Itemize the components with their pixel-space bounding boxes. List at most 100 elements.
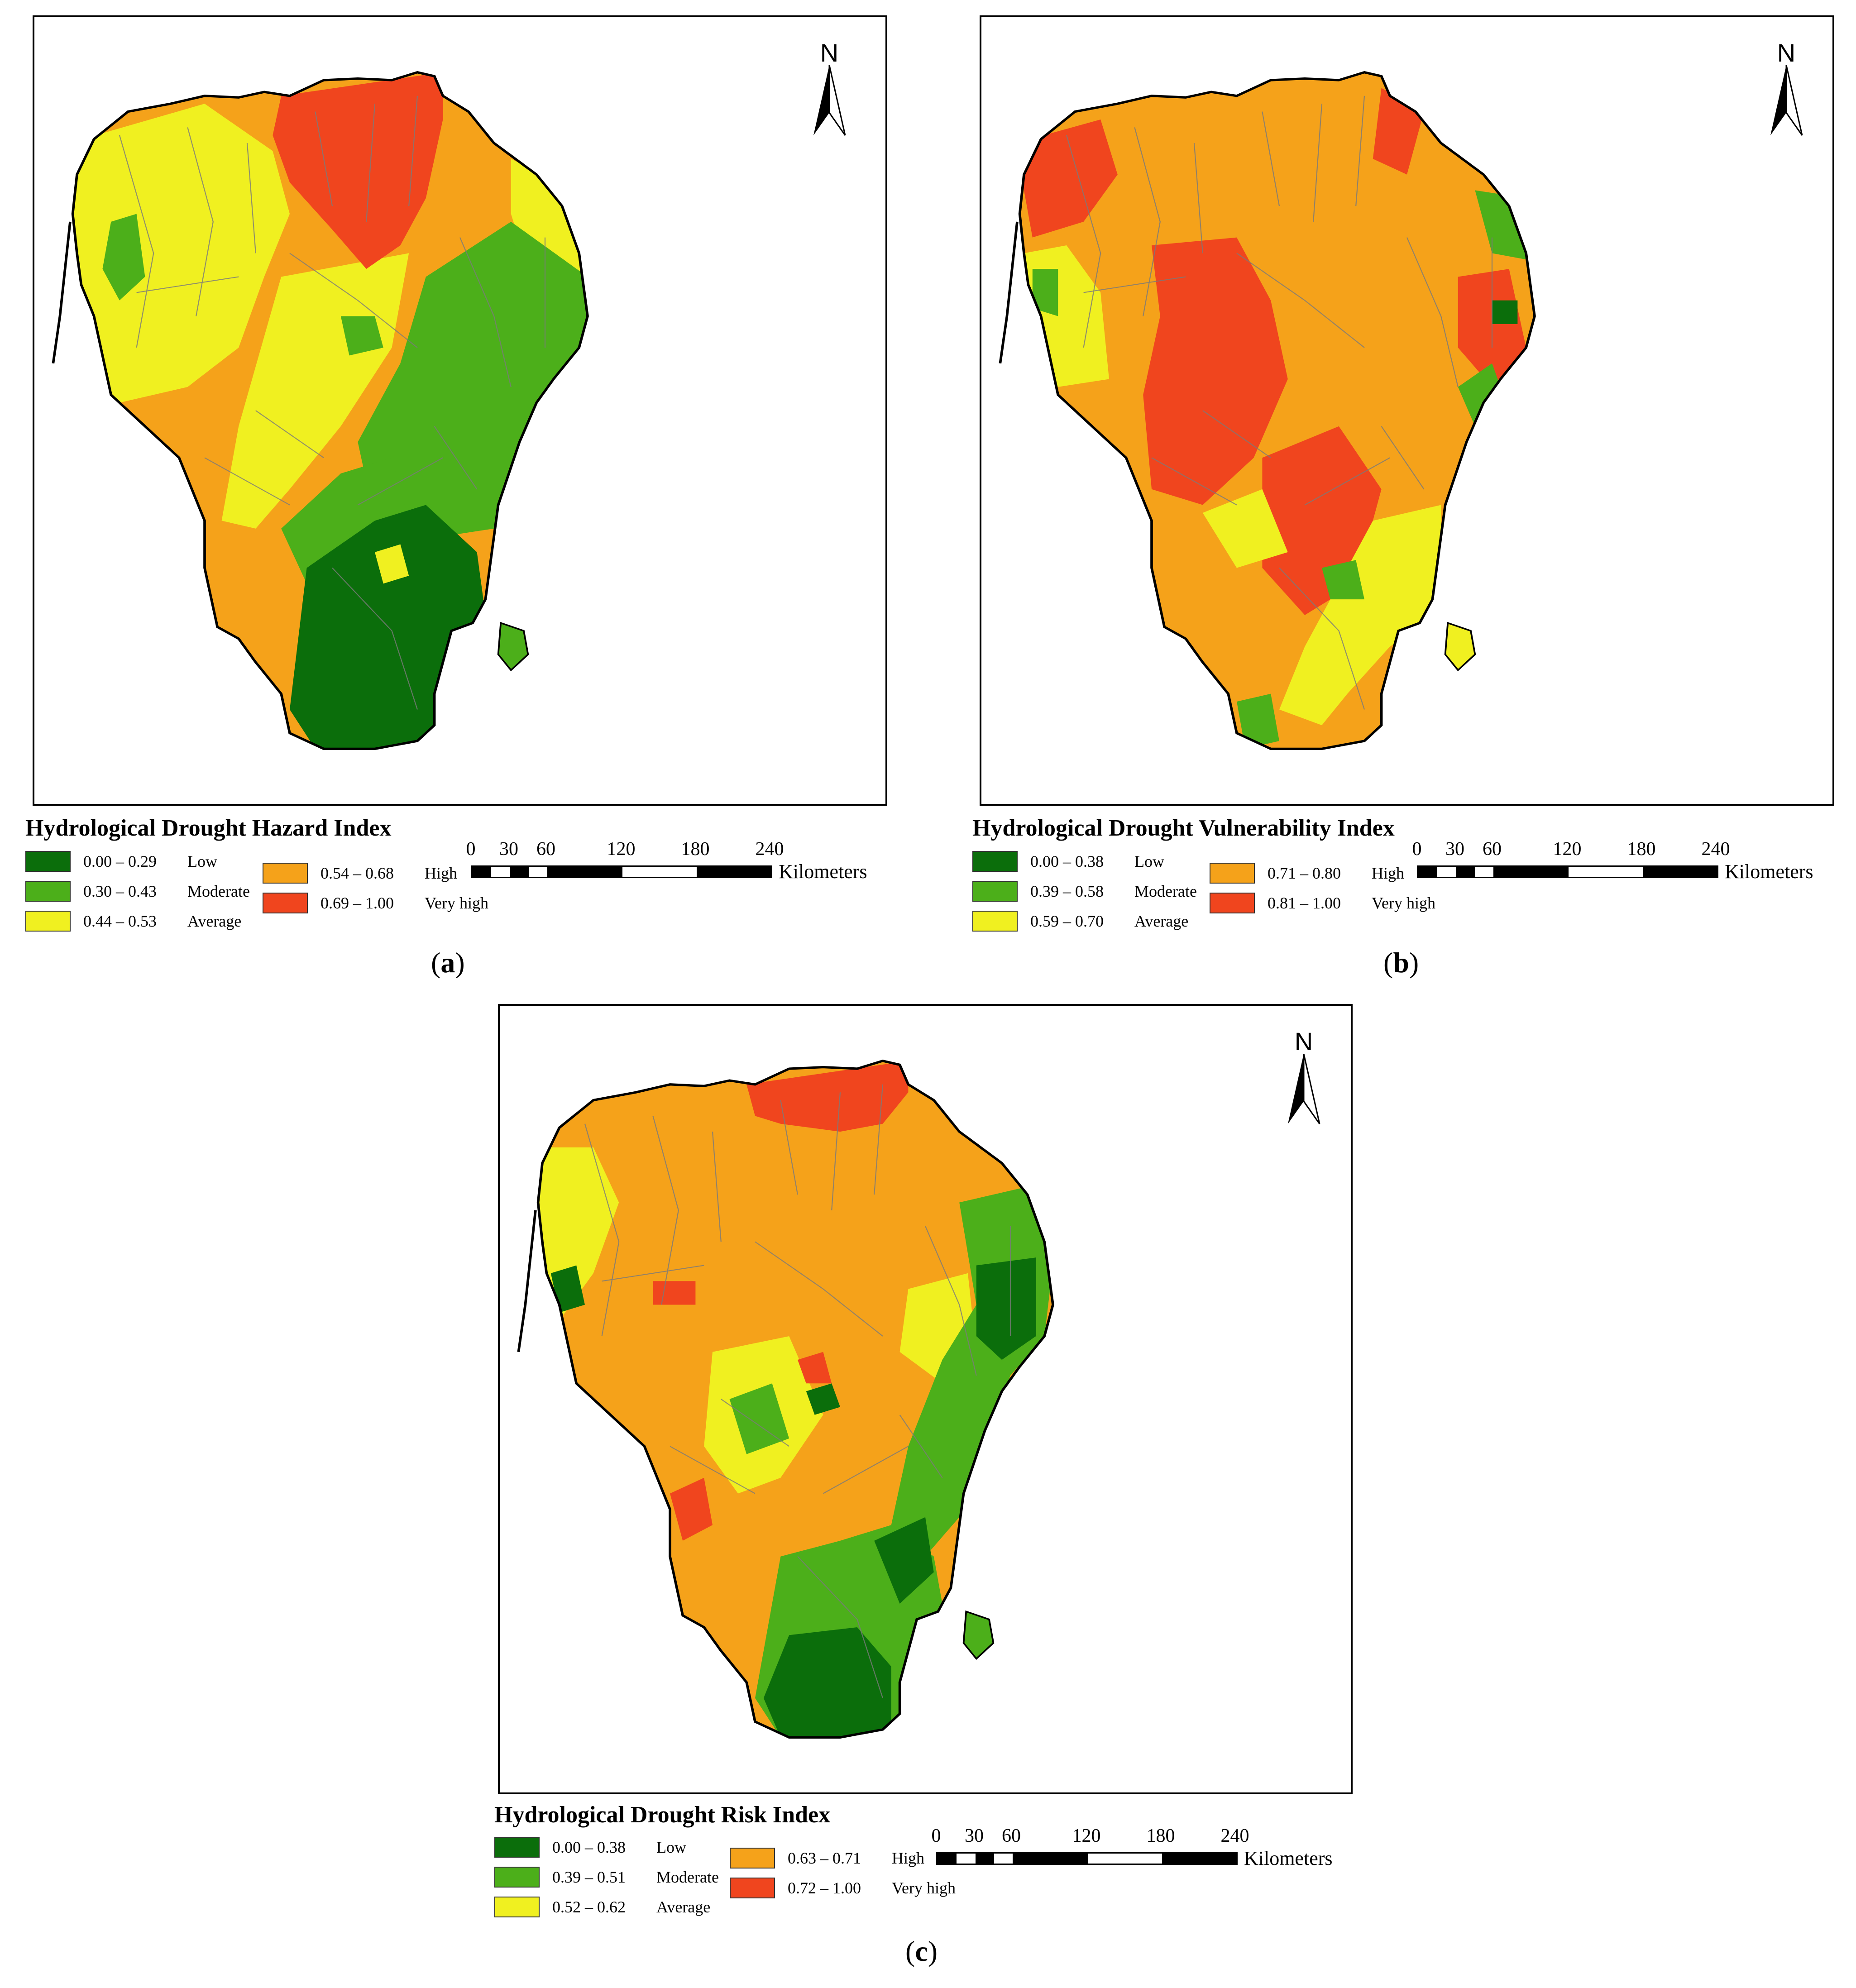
legend-item-very-high-a: 0.69 – 1.00 Very high [263, 893, 488, 913]
legend-range: 0.39 – 0.58 [1030, 882, 1104, 900]
legend-label: Very high [892, 1879, 956, 1897]
swatch-high [730, 1848, 775, 1869]
scale-tick: 180 [1146, 1826, 1175, 1846]
legend-label: Moderate [656, 1868, 719, 1886]
scale-tick: 180 [681, 839, 710, 860]
map-a [52, 71, 589, 750]
scale-unit: Kilometers [779, 860, 867, 883]
scale-tick: 30 [965, 1826, 984, 1846]
legend-label: Very high [425, 894, 488, 912]
legend-label: Moderate [187, 882, 250, 900]
swatch-low [972, 851, 1018, 872]
map-frame-c [498, 1004, 1353, 1794]
scale-tick: 60 [536, 839, 555, 860]
north-arrow-icon [1288, 1054, 1320, 1124]
scale-segments [936, 1852, 1238, 1865]
north-arrow-b: N [1764, 38, 1809, 138]
legend-item-high-b: 0.71 – 0.80 High [1210, 863, 1404, 884]
scale-bar-a: 0 30 60 120 180 240 Kilometers [466, 838, 878, 888]
swatch-high [1210, 863, 1255, 884]
legend-range: 0.71 – 0.80 [1268, 864, 1341, 882]
caption-letter: a [440, 946, 455, 979]
scale-unit: Kilometers [1244, 1847, 1333, 1869]
swatch-very-high [730, 1878, 775, 1898]
legend-label: Average [1134, 912, 1189, 930]
legend-item-low-c: 0.00 – 0.38 Low [494, 1837, 686, 1858]
scale-tick: 120 [1553, 839, 1582, 860]
scale-tick: 240 [1220, 1826, 1249, 1846]
legend-label: Average [656, 1898, 711, 1916]
scale-tick: 240 [755, 839, 784, 860]
legend-item-moderate-b: 0.39 – 0.58 Moderate [972, 881, 1197, 902]
legend-range: 0.54 – 0.68 [320, 864, 394, 882]
legend-item-average-b: 0.59 – 0.70 Average [972, 911, 1188, 932]
legend-range: 0.44 – 0.53 [83, 912, 157, 930]
scale-tick: 60 [1002, 1826, 1021, 1846]
north-arrow-icon [1770, 65, 1803, 136]
swatch-low [25, 851, 71, 872]
caption-b: (b) [1383, 946, 1419, 979]
legend-range: 0.00 – 0.38 [1030, 852, 1104, 870]
scale-tick: 120 [607, 839, 636, 860]
legend-range: 0.63 – 0.71 [788, 1849, 861, 1867]
caption-c: (c) [905, 1935, 938, 1967]
swatch-high [263, 863, 308, 884]
legend-item-average-a: 0.44 – 0.53 Average [25, 911, 241, 932]
scale-tick: 30 [1445, 839, 1464, 860]
caption-letter: b [1393, 946, 1409, 979]
swatch-average [972, 911, 1018, 932]
legend-range: 0.59 – 0.70 [1030, 912, 1104, 930]
legend-range: 0.81 – 1.00 [1268, 894, 1341, 912]
scale-bar-c: 0 30 60 120 180 240 Kilometers [932, 1825, 1344, 1875]
scale-tick: 30 [499, 839, 518, 860]
caption-a: (a) [431, 946, 465, 979]
legend-label: Very high [1372, 894, 1435, 912]
scale-tick: 0 [1412, 839, 1422, 860]
legend-range: 0.30 – 0.43 [83, 882, 157, 900]
map-c [517, 1059, 1054, 1739]
legend-title-a: Hydrological Drought Hazard Index [25, 815, 392, 841]
map-frame-b [980, 15, 1834, 806]
legend-item-moderate-a: 0.30 – 0.43 Moderate [25, 881, 250, 902]
legend-label: Moderate [1134, 882, 1197, 900]
legend-label: Low [187, 852, 217, 870]
legend-item-low-b: 0.00 – 0.38 Low [972, 851, 1164, 872]
legend-title-b: Hydrological Drought Vulnerability Index [972, 815, 1395, 841]
north-label-c: N [1294, 1027, 1313, 1056]
caption-letter: c [915, 1935, 928, 1967]
legend-label: High [425, 864, 457, 882]
scale-tick: 120 [1072, 1826, 1101, 1846]
legend-range: 0.72 – 1.00 [788, 1879, 861, 1897]
north-arrow-c: N [1281, 1027, 1326, 1126]
legend-label: High [892, 1849, 924, 1867]
scale-segments [1417, 865, 1718, 878]
north-arrow-icon [813, 65, 846, 136]
legend-range: 0.69 – 1.00 [320, 894, 394, 912]
swatch-low [494, 1837, 540, 1858]
scale-tick: 240 [1701, 839, 1730, 860]
map-b [999, 71, 1536, 750]
legend-label: Average [187, 912, 242, 930]
swatch-average [494, 1897, 540, 1917]
legend-range: 0.39 – 0.51 [552, 1868, 626, 1886]
scale-tick: 0 [466, 839, 476, 860]
legend-item-high-c: 0.63 – 0.71 High [730, 1848, 924, 1869]
scale-bar-b: 0 30 60 120 180 240 Kilometers [1412, 838, 1824, 888]
north-label-a: N [820, 38, 839, 67]
legend-item-very-high-c: 0.72 – 1.00 Very high [730, 1878, 956, 1898]
scale-unit: Kilometers [1725, 860, 1813, 883]
legend-item-moderate-c: 0.39 – 0.51 Moderate [494, 1867, 719, 1888]
swatch-moderate [25, 881, 71, 902]
swatch-average [25, 911, 71, 932]
map-frame-a [33, 15, 887, 806]
legend-item-high-a: 0.54 – 0.68 High [263, 863, 457, 884]
swatch-moderate [494, 1867, 540, 1888]
swatch-very-high [263, 893, 308, 913]
north-label-b: N [1777, 38, 1796, 67]
legend-label: Low [656, 1838, 686, 1856]
legend-item-very-high-b: 0.81 – 1.00 Very high [1210, 893, 1435, 913]
legend-range: 0.00 – 0.38 [552, 1838, 626, 1856]
scale-tick: 180 [1627, 839, 1656, 860]
legend-item-average-c: 0.52 – 0.62 Average [494, 1897, 710, 1917]
legend-range: 0.52 – 0.62 [552, 1898, 626, 1916]
